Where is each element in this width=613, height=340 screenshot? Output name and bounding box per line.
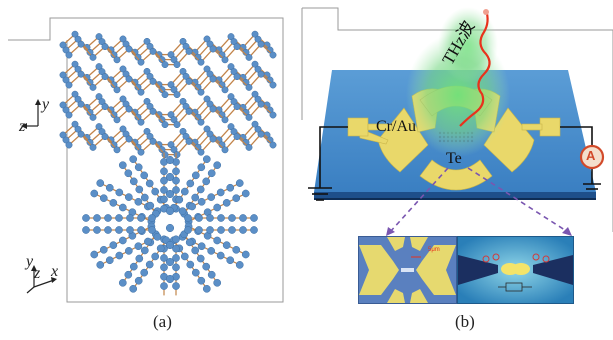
panel-a-caption: (a) <box>153 312 172 331</box>
crystal-structure-top <box>59 30 277 159</box>
axis-label-z-bottom: z <box>34 265 41 282</box>
ammeter-symbol: A <box>586 148 596 163</box>
electrode-label: Cr/Au <box>376 118 416 135</box>
thz-wave-line <box>459 9 491 127</box>
axis-label-y-top: y <box>42 96 50 113</box>
ammeter-icon <box>579 144 605 170</box>
axis-label-x-bottom: x <box>51 263 59 280</box>
inset-field-image <box>457 236 574 304</box>
panel-b-frame <box>302 7 613 232</box>
axis-label-y-bottom: y <box>26 253 34 270</box>
inset-scale-label: 5μm <box>428 247 440 253</box>
axis-label-z-top: z <box>19 118 26 135</box>
material-label: Te <box>446 150 462 167</box>
axes-icon-top <box>21 99 41 129</box>
inset-sem-image <box>358 236 457 304</box>
panel-b-caption: (b) <box>455 312 475 331</box>
device-schematic <box>301 7 613 236</box>
axes-icon-bottom <box>26 265 57 294</box>
panel-b: THz波 Cr/Au Te A 5μm <box>300 0 613 340</box>
crystal-structure-bottom <box>82 152 258 296</box>
panel-a: y z y z x (a) <box>0 0 300 340</box>
